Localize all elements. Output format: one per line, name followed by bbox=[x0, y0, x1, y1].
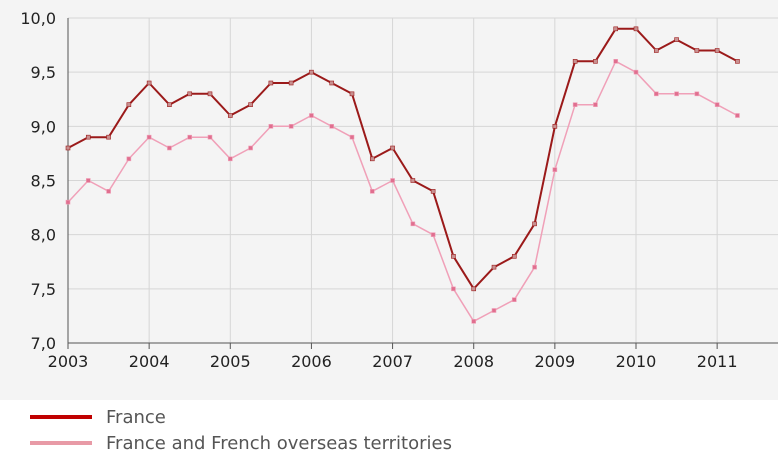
data-point-france bbox=[674, 37, 679, 42]
data-point-france bbox=[187, 91, 193, 97]
data-point-france-overseas bbox=[146, 134, 152, 140]
x-tick-label: 2007 bbox=[372, 352, 413, 371]
data-point-france-overseas bbox=[633, 69, 639, 75]
data-point-france-overseas bbox=[451, 286, 456, 292]
y-tick-label: 9,5 bbox=[31, 63, 56, 82]
data-point-france-overseas bbox=[653, 91, 659, 97]
data-point-france-overseas bbox=[329, 124, 335, 129]
data-point-france bbox=[633, 26, 639, 32]
chart-area: 7,0 7,5 8,0 8,5 9,0 9,5 10,0 2003 2004 2005 2006 20… bbox=[0, 0, 778, 400]
data-point-france-overseas bbox=[532, 264, 537, 270]
data-point-france-overseas bbox=[390, 178, 395, 183]
data-point-france bbox=[572, 59, 578, 64]
y-tick-label: 7,5 bbox=[31, 280, 56, 299]
data-point-france-overseas bbox=[309, 113, 314, 118]
y-tick-label: 10,0 bbox=[20, 9, 56, 28]
x-tick-label: 2010 bbox=[616, 352, 657, 371]
data-point-france-overseas bbox=[613, 59, 619, 64]
data-point-france-overseas bbox=[248, 145, 253, 151]
legend-label-france-overseas: France and French overseas territories bbox=[106, 432, 452, 454]
legend-swatch-france-overseas bbox=[30, 441, 92, 445]
data-point-france bbox=[532, 221, 537, 227]
data-point-france-overseas bbox=[511, 297, 517, 302]
data-point-france bbox=[491, 264, 497, 270]
y-tick-label: 8,0 bbox=[31, 226, 56, 245]
data-point-france bbox=[268, 80, 274, 86]
x-tick-label: 2004 bbox=[129, 352, 170, 371]
data-point-france-overseas bbox=[552, 167, 558, 172]
data-point-france-overseas bbox=[65, 199, 71, 205]
data-point-france bbox=[511, 254, 517, 259]
data-point-france-overseas bbox=[207, 134, 213, 140]
y-tick-label: 7,0 bbox=[31, 334, 56, 353]
data-point-france bbox=[390, 145, 395, 151]
data-point-france bbox=[552, 124, 558, 129]
data-point-france-overseas bbox=[187, 134, 193, 140]
data-point-france-overseas bbox=[126, 156, 132, 162]
y-tick-label: 9,0 bbox=[31, 117, 56, 136]
data-point-france bbox=[653, 48, 659, 53]
data-point-france bbox=[451, 254, 456, 259]
data-point-france bbox=[369, 156, 375, 162]
series-line-france bbox=[67, 27, 738, 290]
data-point-france bbox=[126, 102, 132, 107]
data-point-france bbox=[309, 69, 314, 75]
data-point-france bbox=[106, 134, 111, 140]
legend-item-france-overseas: France and French overseas territories bbox=[30, 430, 452, 456]
data-point-france bbox=[167, 102, 172, 107]
data-point-france-overseas bbox=[714, 102, 720, 107]
data-point-france-overseas bbox=[674, 91, 679, 97]
data-point-france-overseas bbox=[410, 221, 416, 227]
data-point-france bbox=[288, 80, 294, 86]
data-point-france bbox=[349, 91, 355, 97]
data-point-france-overseas bbox=[694, 91, 700, 97]
data-point-france-overseas bbox=[471, 319, 477, 324]
data-point-france-overseas bbox=[106, 189, 111, 194]
data-point-france bbox=[735, 59, 740, 64]
x-tick-label: 2011 bbox=[697, 352, 738, 371]
data-point-france bbox=[248, 102, 253, 107]
data-point-france-overseas bbox=[85, 178, 91, 183]
data-point-france-overseas bbox=[430, 232, 436, 237]
data-point-france-overseas bbox=[369, 189, 375, 194]
data-point-france bbox=[227, 113, 233, 118]
data-point-france-overseas bbox=[227, 156, 233, 162]
data-point-france bbox=[430, 189, 436, 194]
legend-item-france: France bbox=[30, 404, 452, 430]
data-point-france bbox=[471, 286, 477, 292]
legend-label-france: France bbox=[106, 406, 166, 428]
x-tick-label: 2003 bbox=[48, 352, 89, 371]
data-point-france-overseas bbox=[735, 113, 740, 118]
line-chart: 7,0 7,5 8,0 8,5 9,0 9,5 10,0 2003 2004 2005 2006 20… bbox=[20, 9, 778, 371]
data-point-france bbox=[65, 145, 71, 151]
legend: France France and French overseas territ… bbox=[30, 404, 452, 456]
x-tick-label: 2005 bbox=[210, 352, 251, 371]
y-tick-label: 8,5 bbox=[31, 172, 56, 191]
data-point-france-overseas bbox=[491, 308, 497, 313]
data-point-france bbox=[146, 80, 152, 86]
x-tick-label: 2008 bbox=[453, 352, 494, 371]
data-point-france bbox=[410, 178, 416, 183]
data-point-france-overseas bbox=[593, 102, 598, 107]
data-point-france-overseas bbox=[572, 102, 578, 107]
series-line-france-overseas bbox=[67, 60, 738, 323]
data-point-france-overseas bbox=[288, 124, 294, 129]
data-point-france-overseas bbox=[167, 145, 172, 151]
data-point-france bbox=[714, 48, 720, 53]
data-point-france bbox=[329, 80, 335, 86]
data-point-france bbox=[593, 59, 598, 64]
data-point-france bbox=[85, 134, 91, 140]
data-point-france bbox=[613, 26, 619, 32]
data-point-france bbox=[207, 91, 213, 97]
legend-swatch-france bbox=[30, 415, 92, 419]
x-tick-label: 2009 bbox=[534, 352, 575, 371]
data-point-france-overseas bbox=[268, 124, 274, 129]
data-point-france bbox=[694, 48, 700, 53]
data-point-france-overseas bbox=[349, 134, 355, 140]
x-tick-label: 2006 bbox=[291, 352, 332, 371]
